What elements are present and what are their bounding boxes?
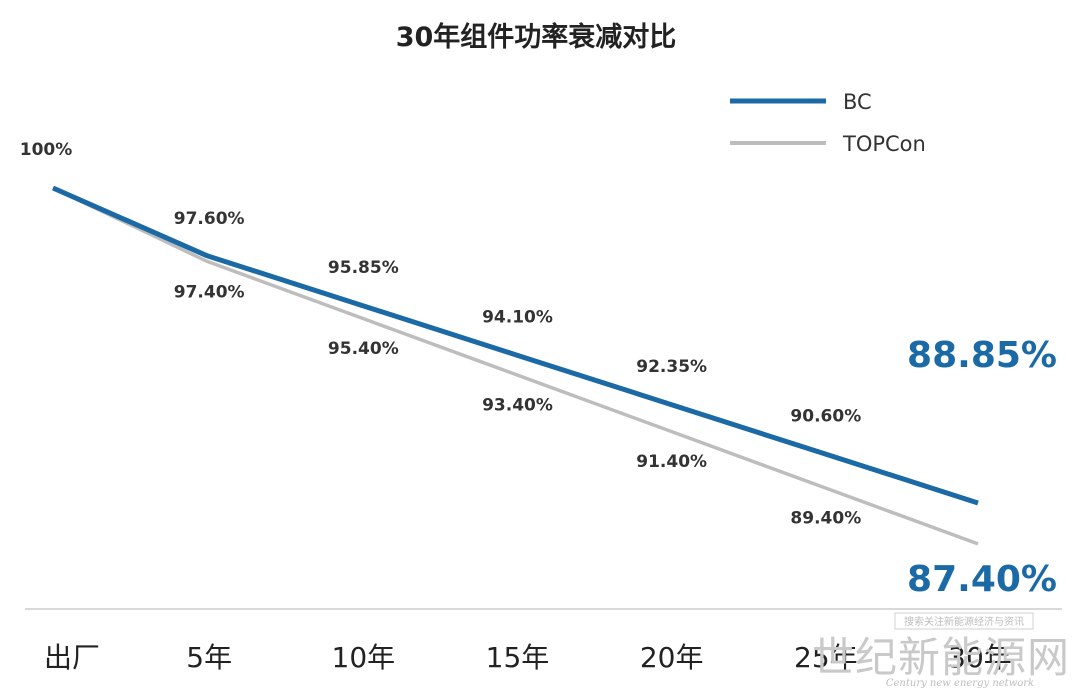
legend: BC TOPCon: [730, 90, 926, 156]
data-label-bc: 92.35%: [636, 357, 707, 377]
start-value-label: 100%: [20, 140, 73, 160]
legend-label-topcon: TOPCon: [842, 132, 926, 156]
chart-title: 30年组件功率衰减对比: [396, 21, 677, 53]
end-value-label-bc: 88.85%: [907, 335, 1057, 376]
data-label-bc: 97.60%: [174, 209, 245, 229]
watermark-subtitle: Century new energy network: [886, 678, 1034, 689]
data-label-topcon: 97.40%: [174, 282, 245, 302]
series-layer: [51, 185, 979, 546]
watermark-tagline: 搜索关注新能源经济与资讯: [904, 615, 1024, 628]
x-tick-label: 出厂: [44, 641, 100, 674]
watermark-brand: 世纪新能源网: [812, 633, 1070, 682]
data-label-bc: 95.85%: [328, 258, 399, 278]
series-line-topcon: [52, 186, 979, 546]
data-label-bc: 90.60%: [790, 407, 861, 427]
x-tick-label: 30年: [948, 641, 1012, 674]
x-tick-label: 15年: [486, 641, 550, 674]
watermark-tagline-box: [894, 612, 1034, 630]
data-label-topcon: 95.40%: [328, 339, 399, 359]
series-line-bc: [51, 185, 979, 506]
legend-label-bc: BC: [843, 90, 872, 114]
x-tick-label: 10年: [332, 641, 396, 674]
data-label-topcon: 89.40%: [790, 508, 861, 528]
end-value-label-topcon: 87.40%: [907, 559, 1057, 600]
data-label-bc: 94.10%: [482, 308, 553, 328]
x-tick-label: 5年: [186, 641, 232, 674]
data-label-topcon: 93.40%: [482, 395, 553, 415]
x-tick-label: 25年: [794, 641, 858, 674]
data-label-topcon: 91.40%: [636, 452, 707, 472]
x-tick-label: 20年: [640, 641, 704, 674]
data-labels: 97.60% 95.85% 94.10% 92.35% 90.60% 88.85% 97.4…: [174, 209, 1057, 600]
x-axis-ticks: 出厂 5年 10年 15年 20年 25年 30年: [44, 641, 1012, 674]
watermark: 搜索关注新能源经济与资讯 世纪新能源网 Century new energy n…: [812, 612, 1070, 689]
